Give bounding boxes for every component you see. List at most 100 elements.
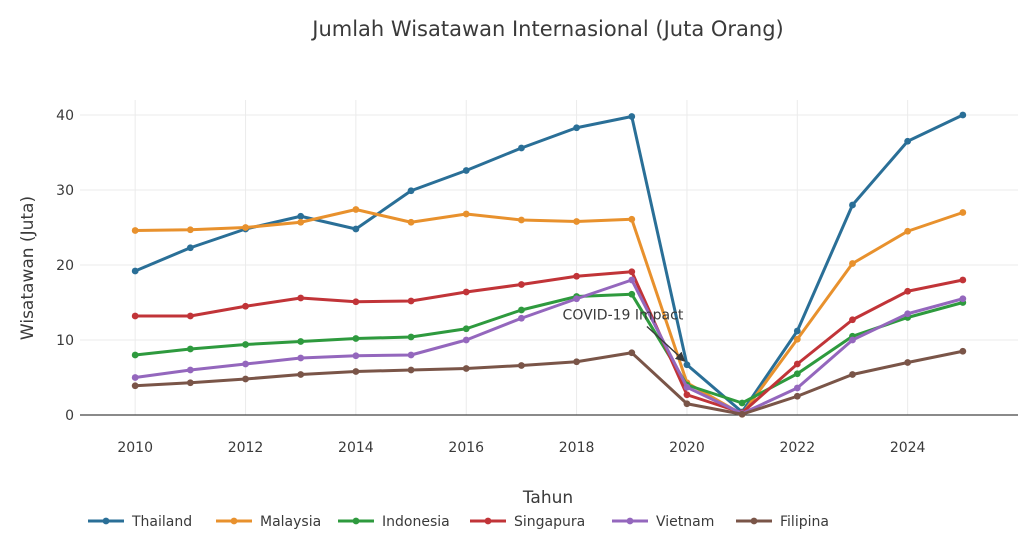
data-point: [683, 383, 691, 391]
data-point: [518, 281, 525, 288]
data-point: [683, 391, 691, 399]
data-point: [352, 225, 360, 233]
data-point: [683, 400, 691, 408]
legend-item-vietnam: Vietnam: [612, 514, 714, 530]
data-point: [297, 371, 305, 378]
data-point: [297, 212, 305, 220]
legend-swatch-marker: [750, 517, 758, 525]
data-point: [849, 371, 856, 378]
data-point: [904, 310, 912, 318]
x-tick-label: 2010: [117, 440, 153, 456]
series-vietnam: [131, 276, 967, 417]
y-axis-title: Wisatawan (Juta): [18, 196, 38, 340]
legend-label: Malaysia: [260, 514, 321, 530]
data-point: [849, 316, 856, 324]
data-point: [518, 216, 525, 224]
data-point: [186, 244, 194, 252]
data-point: [242, 341, 249, 348]
data-point: [407, 297, 415, 305]
data-point: [186, 379, 194, 387]
y-tick-label: 40: [56, 108, 74, 124]
data-point: [683, 361, 691, 369]
legend-label: Indonesia: [382, 514, 450, 530]
data-point: [904, 287, 912, 295]
data-point: [186, 226, 194, 234]
series-line: [133, 113, 965, 414]
data-point: [462, 365, 470, 372]
data-point: [573, 124, 580, 132]
data-point: [628, 268, 636, 276]
data-point: [518, 144, 525, 152]
y-tick-label: 0: [65, 408, 74, 424]
data-point: [793, 392, 801, 400]
data-point: [628, 290, 636, 298]
data-point: [186, 312, 194, 320]
legend-swatch-marker: [102, 517, 110, 525]
series-line: [133, 349, 965, 416]
data-point: [131, 267, 139, 275]
data-point: [959, 295, 967, 303]
x-tick-label: 2024: [890, 440, 926, 456]
data-point: [407, 333, 415, 341]
data-point: [131, 227, 139, 234]
legend-swatch-marker: [626, 517, 634, 525]
legend-swatch-marker: [484, 517, 492, 525]
data-point: [628, 276, 636, 284]
data-point: [407, 187, 415, 195]
data-point: [738, 399, 746, 407]
data-point: [628, 113, 636, 120]
x-tick-label: 2016: [448, 440, 484, 456]
series-malaysia: [131, 206, 967, 418]
legend-item-indonesia: Indonesia: [338, 514, 450, 530]
legend-label: Singapura: [514, 514, 585, 530]
x-axis-ticks: 2010 2012 2014 2016 2018 2020 2022 2024: [117, 440, 925, 456]
legend-swatch-marker: [352, 517, 360, 525]
data-point: [959, 209, 967, 216]
data-point: [573, 295, 580, 303]
data-point: [904, 137, 912, 145]
annotation-arrow: [646, 325, 686, 362]
data-point: [793, 360, 801, 368]
data-point: [462, 336, 470, 344]
data-point: [573, 358, 580, 366]
data-point: [959, 347, 967, 355]
data-point: [904, 359, 912, 366]
data-point: [462, 288, 470, 296]
data-point: [518, 314, 525, 322]
grid: [80, 100, 1018, 416]
data-point: [628, 349, 636, 357]
data-point: [352, 298, 360, 306]
y-tick-label: 30: [56, 183, 74, 199]
data-point: [186, 345, 194, 353]
data-point: [186, 366, 194, 374]
data-point: [131, 312, 139, 320]
annotation-layer: COVID-19 Impact: [563, 308, 686, 362]
data-point: [242, 224, 249, 231]
y-tick-label: 20: [56, 258, 74, 274]
data-point: [462, 167, 470, 174]
series-lines: [131, 111, 967, 418]
data-point: [352, 368, 360, 375]
data-point: [849, 260, 856, 267]
x-axis-title: Tahun: [522, 488, 573, 508]
data-point: [407, 366, 415, 374]
data-point: [297, 294, 305, 302]
y-axis-ticks: 0 10 20 30 40: [56, 108, 74, 424]
y-tick-label: 10: [56, 333, 74, 349]
data-point: [573, 272, 580, 280]
data-point: [849, 336, 856, 344]
data-point: [242, 375, 249, 383]
x-tick-label: 2018: [559, 440, 595, 456]
data-point: [738, 410, 746, 418]
data-point: [352, 335, 360, 342]
series-line: [133, 270, 965, 415]
data-point: [849, 201, 856, 209]
data-point: [904, 227, 912, 235]
legend-item-filipina: Filipina: [736, 514, 829, 530]
series-thailand: [131, 111, 967, 416]
data-point: [462, 325, 470, 333]
data-point: [242, 302, 249, 310]
data-point: [131, 351, 139, 359]
data-point: [573, 218, 580, 225]
